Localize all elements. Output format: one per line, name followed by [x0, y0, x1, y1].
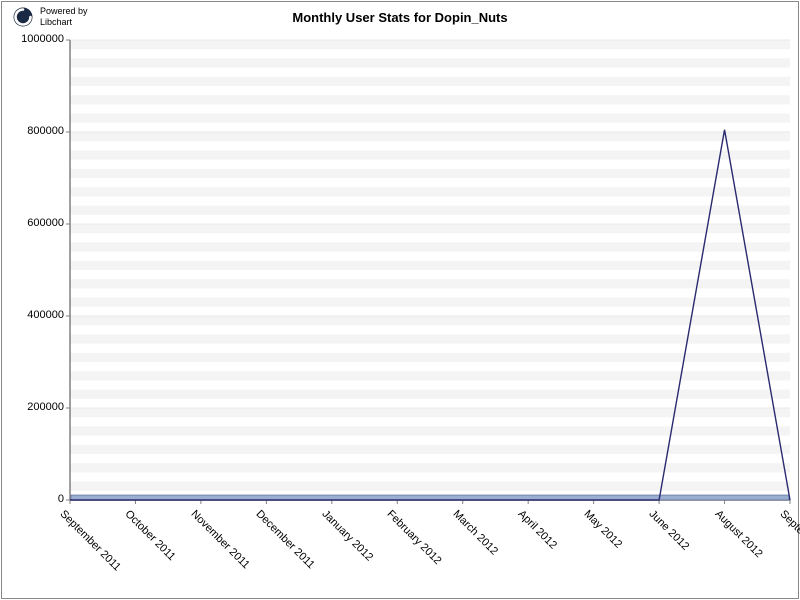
y-tick-label: 0	[4, 493, 64, 505]
line-chart	[0, 0, 800, 600]
y-tick-label: 800000	[4, 125, 64, 137]
y-tick-label: 200000	[4, 401, 64, 413]
chart-container: Powered by Libchart Monthly User Stats f…	[0, 0, 800, 600]
y-tick-label: 400000	[4, 309, 64, 321]
y-tick-label: 1000000	[4, 33, 64, 45]
y-tick-label: 600000	[4, 217, 64, 229]
